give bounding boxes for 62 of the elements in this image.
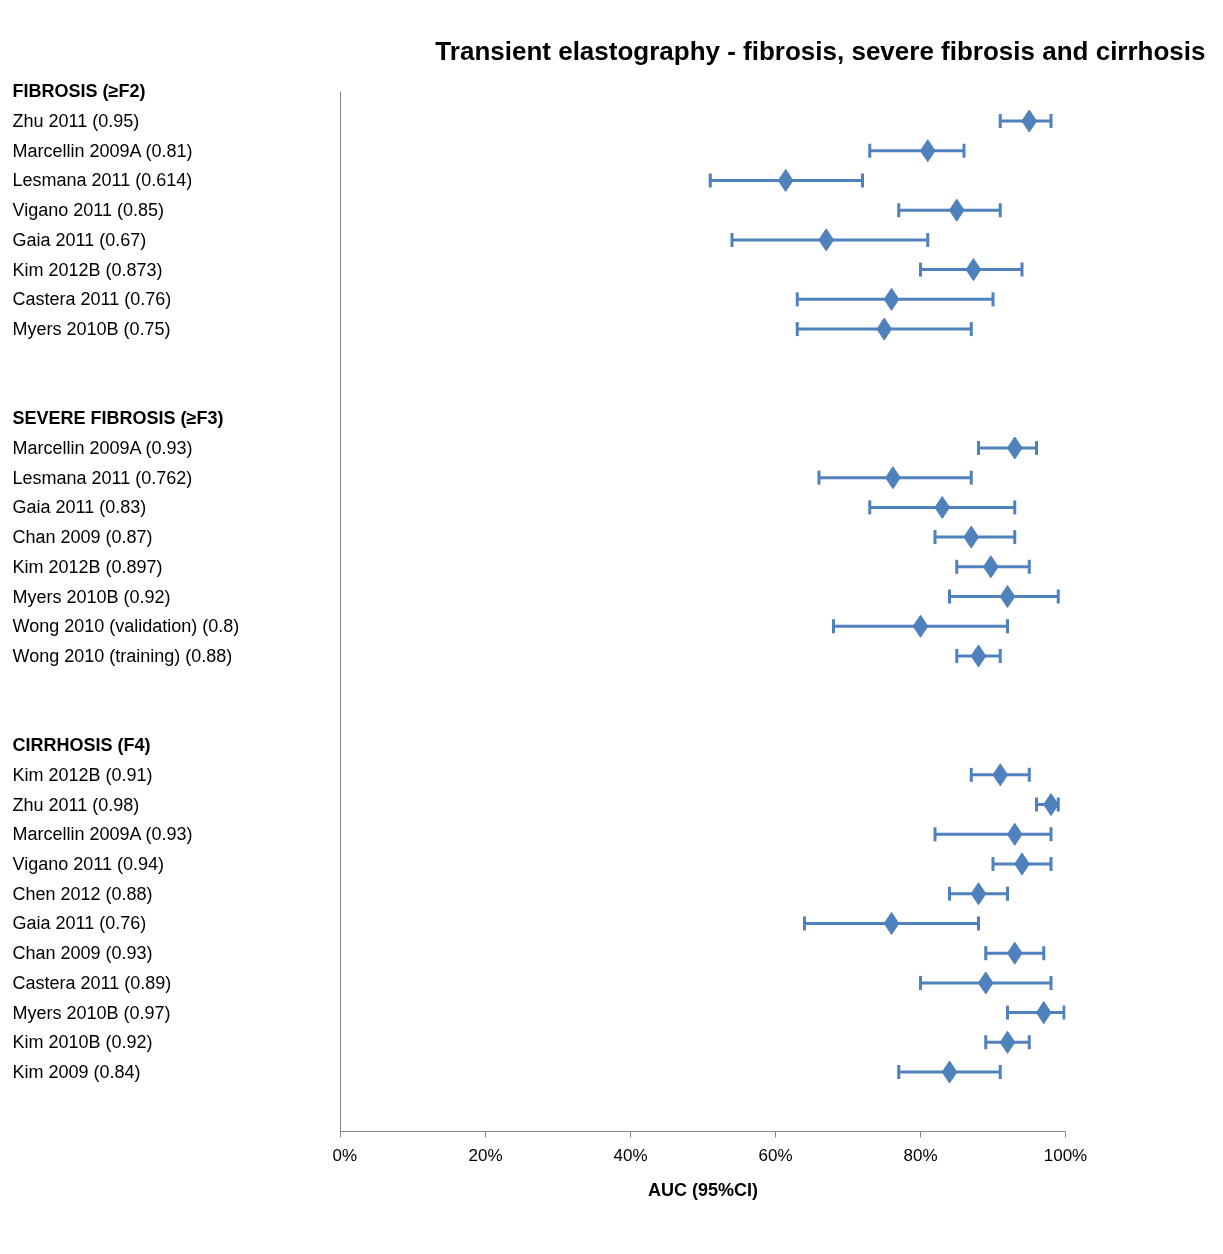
- x-tick-label: 20%: [468, 1145, 503, 1165]
- y-tick-label: Kim 2012B (0.897): [12, 556, 163, 577]
- y-tick-label: Lesmana 2011 (0.762): [12, 467, 193, 488]
- point: [1021, 109, 1038, 133]
- point: [1006, 822, 1023, 846]
- y-tick-label: Marcellin 2009A (0.81): [12, 140, 193, 161]
- point: [992, 763, 1009, 787]
- y-tick-label: Chan 2009 (0.93): [12, 943, 153, 964]
- x-tick-label: 60%: [758, 1145, 793, 1165]
- point: [970, 644, 987, 668]
- y-tick-label: SEVERE FIBROSIS (≥F3): [12, 408, 224, 429]
- y-tick-label: Gaia 2011 (0.83): [12, 497, 147, 518]
- point: [883, 287, 900, 311]
- y-tick-label: Kim 2012B (0.91): [12, 764, 153, 785]
- point: [965, 258, 982, 282]
- point: [919, 139, 936, 163]
- point: [876, 317, 893, 341]
- y-tick-label: Vigano 2011 (0.85): [12, 200, 164, 221]
- point: [977, 971, 994, 995]
- y-tick-label: Myers 2010B (0.97): [12, 1002, 171, 1023]
- y-tick-label: CIRRHOSIS (F4): [12, 735, 151, 756]
- y-tick-label: Marcellin 2009A (0.93): [12, 437, 193, 458]
- point: [883, 911, 900, 935]
- y-tick-label: Kim 2010B (0.92): [12, 1032, 153, 1053]
- y-tick-label: Kim 2012B (0.873): [12, 259, 163, 280]
- y-tick-label: FIBROSIS (≥F2): [12, 81, 146, 102]
- point: [777, 168, 794, 192]
- point: [818, 228, 835, 252]
- point: [982, 555, 999, 579]
- x-tick-label: 100%: [1043, 1145, 1088, 1165]
- y-tick-label: Zhu 2011 (0.98): [12, 794, 140, 815]
- x-tick-label: 40%: [613, 1145, 648, 1165]
- y-tick-label: Myers 2010B (0.92): [12, 586, 171, 607]
- y-tick-label: Lesmana 2011 (0.614): [12, 170, 193, 191]
- y-tick-label: Chen 2012 (0.88): [12, 883, 153, 904]
- point: [912, 614, 929, 638]
- y-tick-label: Castera 2011 (0.76): [12, 289, 172, 310]
- x-axis-title: AUC (95%CI): [647, 1179, 759, 1200]
- chart-title: Transient elastography - fibrosis, severe fibrosis and cirrhosis: [435, 35, 1206, 66]
- point: [948, 198, 965, 222]
- y-tick-label: Castera 2011 (0.89): [12, 972, 172, 993]
- point: [999, 1030, 1016, 1054]
- y-tick-label: Marcellin 2009A (0.93): [12, 824, 193, 845]
- x-tick-label: 80%: [903, 1145, 938, 1165]
- point: [970, 882, 987, 906]
- point: [963, 525, 980, 549]
- x-tick-label: 0%: [332, 1145, 358, 1165]
- point: [1006, 941, 1023, 965]
- y-tick-label: Myers 2010B (0.75): [12, 319, 171, 340]
- y-tick-label: Vigano 2011 (0.94): [12, 854, 164, 875]
- y-tick-label: Chan 2009 (0.87): [12, 527, 153, 548]
- y-tick-label: Gaia 2011 (0.76): [12, 913, 147, 934]
- y-tick-label: Wong 2010 (validation) (0.8): [12, 616, 240, 637]
- point: [999, 585, 1016, 609]
- y-tick-label: Kim 2009 (0.84): [12, 1062, 141, 1083]
- point: [1035, 1001, 1052, 1025]
- point: [934, 495, 951, 519]
- y-tick-label: Zhu 2011 (0.95): [12, 111, 140, 132]
- y-tick-label: Gaia 2011 (0.67): [12, 229, 147, 250]
- point: [941, 1060, 958, 1084]
- y-tick-label: Wong 2010 (training) (0.88): [12, 645, 233, 666]
- point: [1006, 436, 1023, 460]
